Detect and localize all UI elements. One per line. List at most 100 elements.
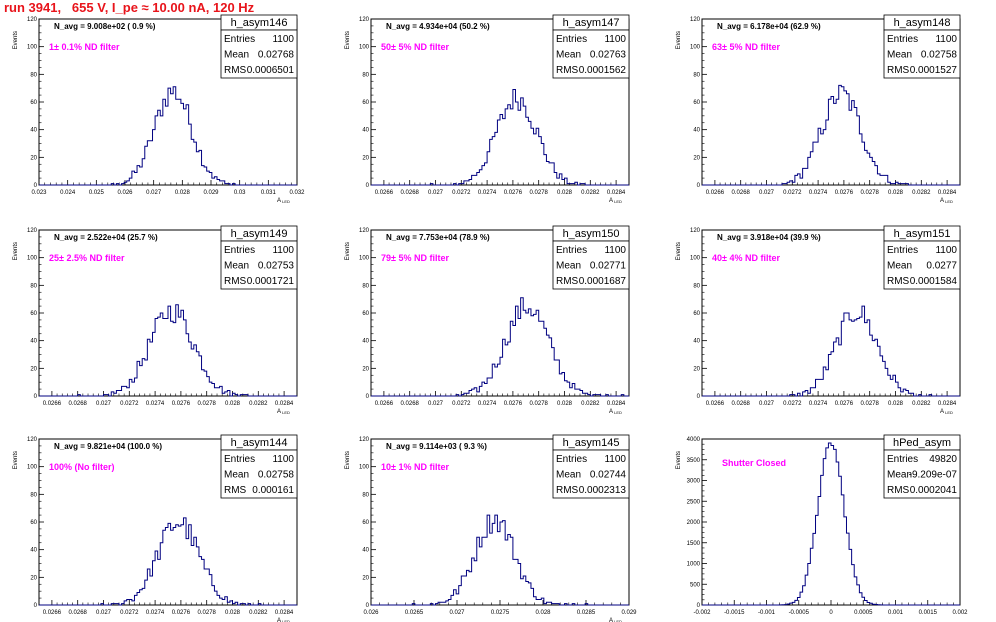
histogram-line xyxy=(39,86,297,186)
stats-value: 49820 xyxy=(929,454,957,465)
y-tick-label: 40 xyxy=(693,128,700,134)
y-tick-label: 500 xyxy=(690,582,701,588)
y-tick-label: 20 xyxy=(693,366,700,372)
y-tick-label: 60 xyxy=(693,311,700,317)
stats-key: Mean xyxy=(224,261,249,272)
x-tick-label: 0.0268 xyxy=(732,190,751,196)
stats-key: Entries xyxy=(224,34,255,45)
x-tick-label: 0.0276 xyxy=(504,401,523,407)
y-tick-label: 2000 xyxy=(687,520,701,526)
n-avg-label: N_avg = 9.008e+02 ( 0.9 %) xyxy=(54,22,156,31)
stats-value: 0.0006501 xyxy=(247,65,295,76)
x-tick-label: 0.0272 xyxy=(452,401,471,407)
y-axis-label: Events xyxy=(345,451,351,469)
x-tick-label: 0.0265 xyxy=(405,610,424,616)
stats-value: 0.0001687 xyxy=(579,276,627,287)
stats-key: Mean xyxy=(887,470,912,481)
stats-key: Entries xyxy=(224,245,255,256)
y-tick-label: 1000 xyxy=(687,562,701,568)
y-axis-label: Events xyxy=(676,451,682,469)
x-tick-label: -0.002 xyxy=(693,610,711,616)
panel-h_asym147: 0 20 40 60 80 100 120 Events 0.0266 0.0268 0.027 0.… xyxy=(345,14,630,204)
x-tick-label: 0.027 xyxy=(759,190,775,196)
x-tick-label: 0.0266 xyxy=(706,401,725,407)
n-avg-label: N_avg = 4.934e+04 (50.2 %) xyxy=(386,22,490,31)
y-tick-label: 60 xyxy=(362,311,369,317)
y-tick-label: 20 xyxy=(30,575,37,581)
x-tick-label: 0.0282 xyxy=(912,190,931,196)
x-tick-label: 0.025 xyxy=(89,190,105,196)
x-tick-label: 0.0268 xyxy=(401,401,420,407)
stats-key: Mean xyxy=(887,50,912,61)
x-tick-label: 0.0278 xyxy=(530,190,549,196)
stats-key: RMS xyxy=(556,276,579,287)
filter-label: 10± 1% ND filter xyxy=(381,462,449,472)
y-tick-label: 120 xyxy=(690,228,701,234)
y-tick-label: 0 xyxy=(697,603,701,609)
stats-key: Mean xyxy=(556,470,581,481)
x-tick-label: 0.0278 xyxy=(861,190,880,196)
y-axis-label: Events xyxy=(13,242,19,260)
stats-value: 0.0001562 xyxy=(579,65,627,76)
stats-value: 0.0277 xyxy=(926,261,957,272)
stats-box xyxy=(883,29,961,79)
x-tick-label: -0.001 xyxy=(758,610,776,616)
x-axis-label: A LED xyxy=(277,409,290,415)
x-tick-label: 0.0278 xyxy=(530,401,549,407)
y-tick-label: 20 xyxy=(362,366,369,372)
stats-value: 0.000161 xyxy=(252,485,294,496)
y-tick-label: 0 xyxy=(366,603,370,609)
stats-key: RMS xyxy=(887,65,910,76)
y-tick-label: 120 xyxy=(359,437,370,443)
stats-box xyxy=(220,240,298,290)
x-tick-label: 0.0282 xyxy=(581,190,600,196)
x-tick-label: 0.028 xyxy=(888,401,904,407)
panel-h_asym144: 0 20 40 60 80 100 120 Events 0.0266 0.0268 0.027 0.… xyxy=(13,434,298,622)
stats-box xyxy=(220,29,298,79)
n-avg-label: N_avg = 9.821e+04 (100.0 %) xyxy=(54,442,162,451)
x-tick-label: 0.0272 xyxy=(120,610,139,616)
y-tick-label: 40 xyxy=(30,339,37,345)
stats-value: 0.0001584 xyxy=(910,276,958,287)
x-tick-label: 0.027 xyxy=(428,190,444,196)
y-tick-label: 100 xyxy=(690,45,701,51)
y-tick-label: 1500 xyxy=(687,541,701,547)
x-tick-label: 0.0266 xyxy=(375,190,394,196)
x-tick-label: 0.0272 xyxy=(120,401,139,407)
stats-value: 0.02763 xyxy=(590,50,627,61)
x-tick-label: 0.0266 xyxy=(375,401,394,407)
x-tick-label: 0.0284 xyxy=(275,401,294,407)
stats-key: RMS xyxy=(224,276,247,287)
n-avg-label: N_avg = 3.918e+04 (39.9 %) xyxy=(717,233,821,242)
filter-label: 50± 5% ND filter xyxy=(381,42,449,52)
stats-name: h_asym148 xyxy=(894,17,951,29)
x-tick-label: 0.026 xyxy=(117,190,133,196)
panel-h_asym148: 0 20 40 60 80 100 120 Events 0.0266 0.0268 0.027 0.… xyxy=(676,14,961,204)
x-tick-label: 0.0274 xyxy=(146,610,165,616)
x-tick-label: 0.032 xyxy=(289,190,305,196)
stats-key: Mean xyxy=(556,261,581,272)
x-tick-label: 0.0276 xyxy=(835,401,854,407)
x-tick-label: 0.0276 xyxy=(835,190,854,196)
y-tick-label: 120 xyxy=(359,228,370,234)
y-tick-label: 0 xyxy=(697,394,701,400)
x-tick-label: 0.0284 xyxy=(938,190,957,196)
stats-key: Entries xyxy=(887,454,918,465)
stats-value: 1100 xyxy=(935,34,957,45)
stats-value: 0.0002313 xyxy=(579,485,627,496)
x-tick-label: 0.023 xyxy=(31,190,47,196)
x-tick-label: -0.0005 xyxy=(789,610,810,616)
x-axis-label: A LED xyxy=(277,618,290,622)
stats-box xyxy=(220,449,298,499)
x-axis-label: A LED xyxy=(609,198,622,204)
stats-key: RMS xyxy=(556,485,579,496)
stats-key: RMS xyxy=(224,485,247,496)
y-tick-label: 80 xyxy=(30,72,37,78)
stats-value: 0.0001527 xyxy=(910,65,958,76)
y-tick-label: 80 xyxy=(30,283,37,289)
x-tick-label: 0.0282 xyxy=(581,401,600,407)
y-tick-label: 100 xyxy=(27,465,38,471)
x-tick-label: 0.027 xyxy=(96,610,112,616)
x-tick-label: 0.028 xyxy=(535,610,551,616)
x-tick-label: 0.0274 xyxy=(478,401,497,407)
